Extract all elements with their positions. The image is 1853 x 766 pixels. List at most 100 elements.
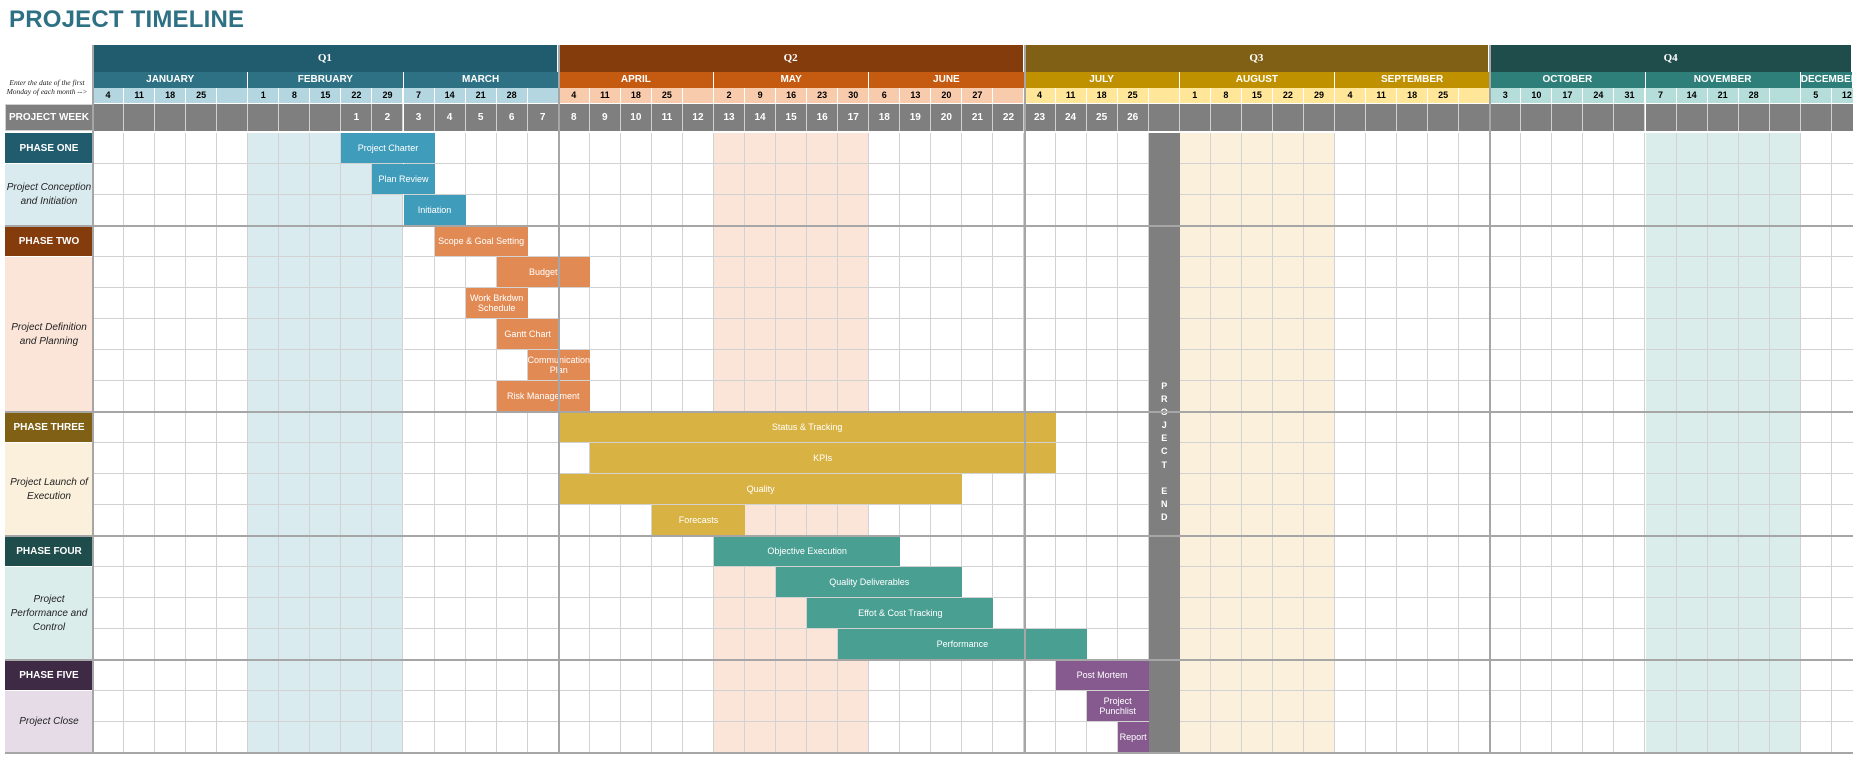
task-bar[interactable]: Project Punchlist: [1086, 691, 1149, 721]
grid-cell: [900, 288, 932, 319]
grid-cell: [434, 691, 466, 722]
grid-cell: [1428, 319, 1460, 350]
task-bar[interactable]: Project Charter: [341, 133, 435, 163]
grid-cell: [248, 505, 280, 536]
task-bar[interactable]: Status & Tracking: [558, 412, 1056, 442]
grid-cell: [1303, 319, 1335, 350]
task-bar[interactable]: Post Mortem: [1055, 660, 1149, 690]
task-bar[interactable]: KPIs: [589, 443, 1056, 473]
grid-cell: [558, 536, 590, 567]
grid-cell: [217, 164, 249, 195]
grid-cell: [496, 691, 528, 722]
grid-cell: [217, 226, 249, 257]
grid-cell: [1179, 474, 1211, 505]
task-bar[interactable]: Quality Deliverables: [776, 567, 963, 597]
task-bar[interactable]: Performance: [838, 629, 1087, 659]
project-week-number: 23: [1024, 104, 1056, 131]
grid-cell: [807, 381, 839, 412]
grid-cell: [1210, 567, 1242, 598]
grid-cell: [372, 412, 404, 443]
grid-cell: [1490, 691, 1522, 722]
grid-cell: [1676, 412, 1708, 443]
phase-title: PHASE TWO: [5, 226, 93, 257]
task-bar[interactable]: Plan Review: [372, 164, 435, 194]
task-bar[interactable]: Budget: [496, 257, 590, 287]
grid-cell: [1272, 133, 1304, 164]
grid-cell: [186, 350, 218, 381]
task-bar[interactable]: Forecasts: [651, 505, 746, 535]
grid-cell: [962, 133, 994, 164]
grid-cell: [217, 443, 249, 474]
grid-cell: [465, 722, 497, 753]
grid-cell: [1179, 536, 1211, 567]
grid-cell: [341, 629, 373, 660]
grid-cell: [1800, 660, 1832, 691]
project-week-number: [186, 104, 218, 131]
task-bar[interactable]: Gantt Chart: [496, 319, 559, 349]
task-bar[interactable]: Work Brkdwn Schedule: [465, 288, 528, 318]
grid-cell: [962, 722, 994, 753]
grid-cell: [1490, 381, 1522, 412]
grid-cell: [962, 164, 994, 195]
grid-cell: [527, 536, 559, 567]
grid-cell: [1676, 536, 1708, 567]
grid-cell: [745, 567, 777, 598]
week-date: 31: [1614, 88, 1646, 103]
week-date: 11: [589, 88, 621, 103]
grid-cell: [745, 722, 777, 753]
week-date: [217, 88, 249, 103]
task-bar[interactable]: Risk Management: [496, 381, 590, 411]
date-entry-note: Enter the date of the first Monday of ea…: [6, 78, 88, 96]
task-bar[interactable]: Objective Execution: [714, 536, 901, 566]
task-bar[interactable]: Effot & Cost Tracking: [807, 598, 994, 628]
grid-cell: [124, 319, 156, 350]
grid-cell: [527, 660, 559, 691]
grid-cell: [1179, 567, 1211, 598]
grid-cell: [124, 567, 156, 598]
grid-cell: [1521, 567, 1553, 598]
grid-cell: [1366, 691, 1398, 722]
grid-cell: [310, 505, 342, 536]
grid-cell: [558, 505, 590, 536]
grid-cell: [372, 505, 404, 536]
task-bar[interactable]: Quality: [558, 474, 963, 504]
grid-cell: [1055, 505, 1087, 536]
grid-cell: [1366, 536, 1398, 567]
grid-cell: [714, 133, 746, 164]
grid-cell: [1428, 505, 1460, 536]
grid-cell: [993, 381, 1025, 412]
grid-cell: [1241, 598, 1273, 629]
grid-cell: [1241, 722, 1273, 753]
grid-cell: [651, 319, 683, 350]
grid-cell: [341, 567, 373, 598]
grid-cell: [93, 660, 125, 691]
grid-cell: [1117, 505, 1149, 536]
grid-cell: [1738, 257, 1770, 288]
grid-cell: [993, 505, 1025, 536]
grid-cell: [1521, 505, 1553, 536]
phase-description: Project Conception and Initiation: [5, 164, 93, 226]
grid-cell: [434, 660, 466, 691]
grid-cell: [124, 722, 156, 753]
quarter-divider: [1023, 45, 1026, 753]
task-bar[interactable]: Initiation: [403, 195, 466, 225]
task-bar[interactable]: Report: [1117, 722, 1149, 752]
grid-cell: [589, 536, 621, 567]
grid-cell: [807, 226, 839, 257]
grid-cell: [1738, 722, 1770, 753]
week-date: 18: [1086, 88, 1118, 103]
grid-cell: [372, 226, 404, 257]
grid-cell: [1738, 598, 1770, 629]
task-bar[interactable]: Scope & Goal Setting: [434, 226, 528, 256]
grid-cell: [1024, 660, 1056, 691]
grid-cell: [1117, 319, 1149, 350]
week-date: 1: [1179, 88, 1211, 103]
grid-cell: [279, 412, 311, 443]
grid-cell: [1397, 133, 1429, 164]
grid-cell: [651, 288, 683, 319]
project-week-number: 3: [403, 104, 435, 131]
grid-cell: [1303, 288, 1335, 319]
grid-cell: [993, 195, 1025, 226]
grid-cell: [1552, 164, 1584, 195]
grid-cell: [745, 629, 777, 660]
